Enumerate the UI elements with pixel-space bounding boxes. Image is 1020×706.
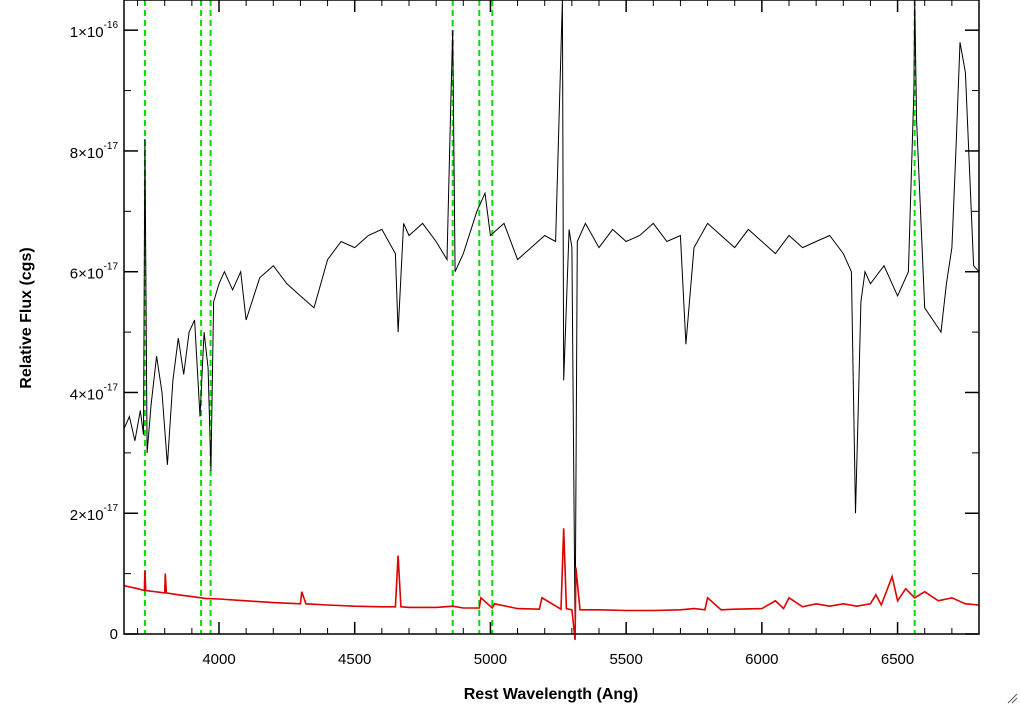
resize-grip-icon[interactable] — [1006, 692, 1018, 704]
y-tick-exponent: -16 — [104, 20, 119, 31]
x-tick-label: 5000 — [474, 651, 507, 668]
x-tick-label: 4500 — [338, 651, 371, 668]
x-tick-label: 6500 — [881, 651, 914, 668]
spectrum-line — [123, 0, 980, 635]
y-tick-exponent: -17 — [104, 382, 119, 393]
x-tick-label: 5500 — [609, 651, 642, 668]
reference-lines — [143, 0, 916, 634]
x-tick-label: 4000 — [202, 651, 235, 668]
plot-frame — [123, 0, 980, 635]
y-tick-exponent: -17 — [104, 141, 119, 152]
x-tick-label: 6000 — [745, 651, 778, 668]
y-axis-label: Relative Flux (cgs) — [18, 247, 35, 388]
model-line — [123, 528, 980, 641]
spectrum-series — [123, 0, 980, 641]
y-tick-exponent: -17 — [104, 503, 119, 514]
x-axis-label: Rest Wavelength (Ang) — [464, 686, 639, 703]
y-tick-label: 0 — [110, 626, 118, 643]
y-tick-exponent: -17 — [104, 262, 119, 273]
